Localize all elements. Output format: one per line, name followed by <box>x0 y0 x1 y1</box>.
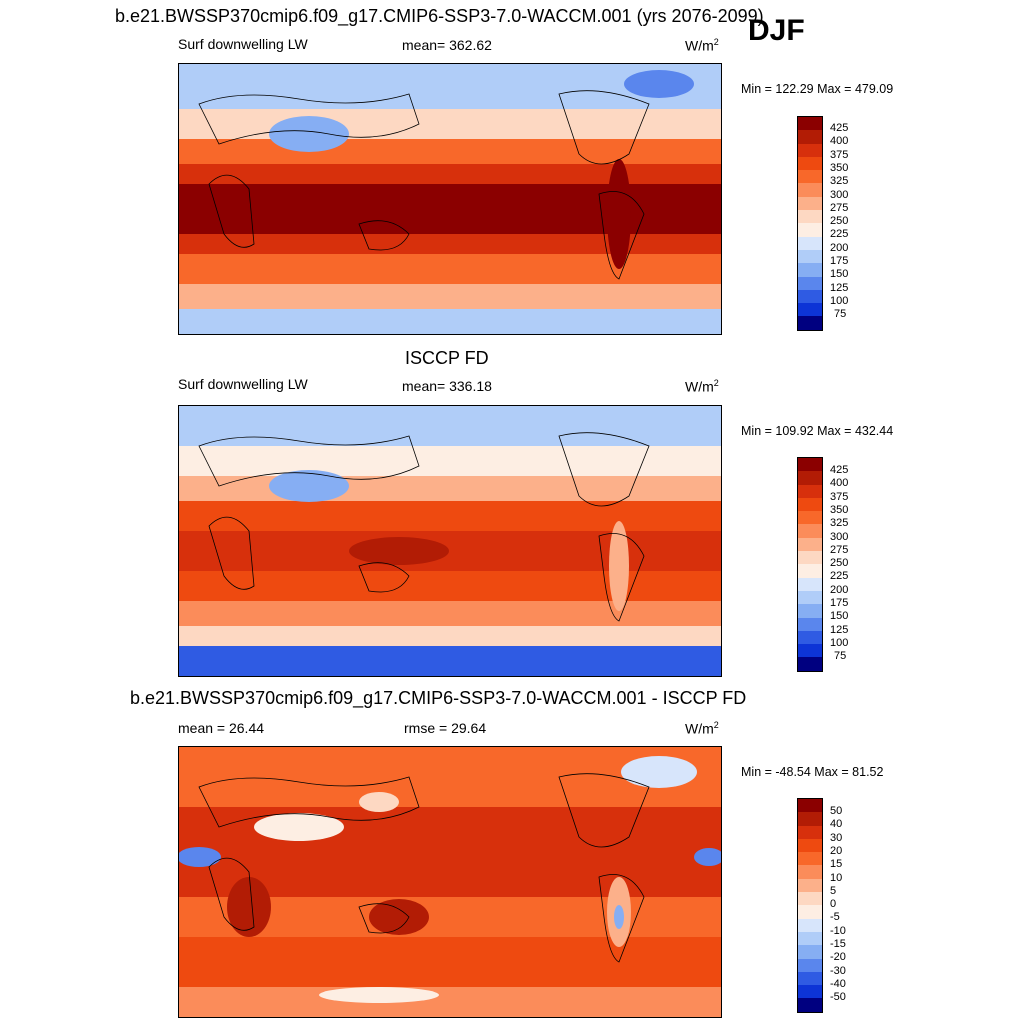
colorbar-tick: 175 <box>830 255 849 267</box>
colorbar-tick: -15 <box>830 938 846 950</box>
colorbar-tick: 40 <box>830 818 843 831</box>
colorbar-tick: 375 <box>830 148 849 161</box>
colorbar-tick: 150 <box>830 610 849 623</box>
panel3-colorbar <box>797 798 823 1013</box>
colorbar-tick: 425 <box>830 464 849 476</box>
colorbar-tick: 125 <box>830 623 849 636</box>
colorbar-tick: 200 <box>830 241 849 254</box>
panel2-mean-label: mean= 336.18 <box>402 378 492 394</box>
panel3-mean-label: mean = 26.44 <box>178 720 265 736</box>
panel3-rmse-label: rmse = 29.64 <box>404 720 487 736</box>
season-label: DJF <box>748 14 805 47</box>
colorbar-tick: 400 <box>830 477 849 490</box>
colorbar-tick: 275 <box>830 543 849 556</box>
panel3-minmax: Min = -48.54 Max = 81.52 <box>741 765 884 779</box>
colorbar-tick: 200 <box>830 583 849 596</box>
colorbar-tick: 75 <box>834 308 847 321</box>
colorbar-tick: 425 <box>830 122 849 134</box>
panel3-title: b.e21.BWSSP370cmip6.f09_g17.CMIP6-SSP3-7… <box>130 688 747 708</box>
colorbar-tick: 75 <box>834 650 847 663</box>
colorbar-tick: -5 <box>830 911 840 924</box>
colorbar-tick: 250 <box>830 557 849 570</box>
colorbar-tick: 15 <box>830 858 843 871</box>
colorbar-tick: 325 <box>830 175 849 188</box>
colorbar-tick: -50 <box>830 991 846 1004</box>
colorbar-tick: 250 <box>830 215 849 228</box>
colorbar-tick: 375 <box>830 490 849 503</box>
colorbar-tick: 225 <box>830 228 849 241</box>
colorbar-tick: 175 <box>830 597 849 609</box>
panel2-colorbar <box>797 457 823 672</box>
colorbar-tick: 300 <box>830 530 849 543</box>
colorbar-tick: -30 <box>830 964 846 977</box>
panel3-units: W/m2 <box>685 720 719 737</box>
colorbar-tick: -40 <box>830 977 846 990</box>
colorbar-tick: 5 <box>830 884 837 897</box>
colorbar-tick: 125 <box>830 281 849 294</box>
colorbar-tick: 400 <box>830 135 849 148</box>
panel2-minmax: Min = 109.92 Max = 432.44 <box>741 424 894 438</box>
panel1-units: W/m2 <box>685 37 719 54</box>
panel1-minmax: Min = 122.29 Max = 479.09 <box>741 82 894 96</box>
panel3-map <box>178 746 722 1018</box>
colorbar-tick: -10 <box>830 924 846 937</box>
colorbar-tick: 100 <box>830 294 849 307</box>
colorbar-tick: 350 <box>830 161 849 174</box>
panel1-title: b.e21.BWSSP370cmip6.f09_g17.CMIP6-SSP3-7… <box>115 6 764 26</box>
panel1-colorbar <box>797 116 823 331</box>
colorbar-tick: 0 <box>830 898 837 911</box>
colorbar-tick: 20 <box>830 844 843 857</box>
colorbar-tick: 50 <box>830 805 843 817</box>
panel1-map <box>178 63 722 335</box>
colorbar-tick: 100 <box>830 636 849 649</box>
colorbar-tick: 30 <box>830 831 843 844</box>
colorbar-tick: 300 <box>830 188 849 201</box>
panel2-title: ISCCP FD <box>405 348 489 368</box>
panel1-variable-label: Surf downwelling LW <box>178 36 308 52</box>
panel2-units: W/m2 <box>685 378 719 395</box>
colorbar-tick: -20 <box>830 951 846 964</box>
panel2-map <box>178 405 722 677</box>
colorbar-tick: 225 <box>830 570 849 583</box>
panel1-mean-label: mean= 362.62 <box>402 37 492 53</box>
colorbar-tick: 10 <box>830 871 843 884</box>
colorbar-tick: 275 <box>830 201 849 214</box>
colorbar-tick: 325 <box>830 517 849 530</box>
panel2-variable-label: Surf downwelling LW <box>178 376 308 392</box>
colorbar-tick: 350 <box>830 503 849 516</box>
colorbar-tick: 150 <box>830 268 849 281</box>
